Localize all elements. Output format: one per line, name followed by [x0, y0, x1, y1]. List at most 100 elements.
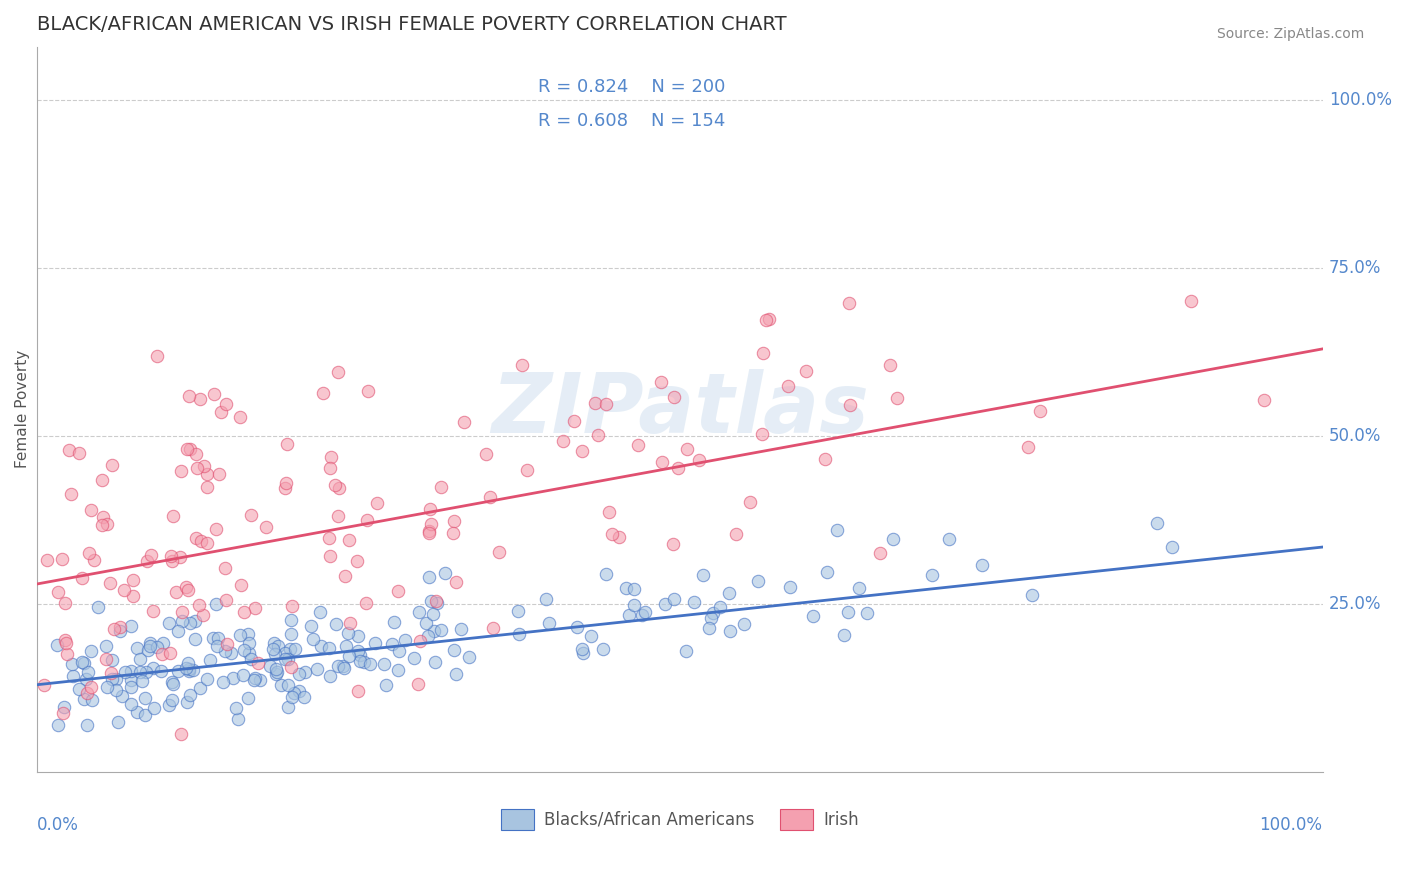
- Blacks/African Americans: [419, 594, 441, 608]
- Blacks/African Americans: [202, 631, 225, 645]
- Blacks/African Americans: [105, 672, 128, 686]
- Irish: [755, 313, 778, 327]
- Blacks/African Americans: [662, 591, 685, 606]
- Blacks/African Americans: [508, 604, 530, 618]
- Blacks/African Americans: [114, 665, 136, 679]
- Blacks/African Americans: [592, 641, 614, 656]
- Blacks/African Americans: [363, 635, 385, 649]
- Irish: [55, 648, 77, 662]
- Blacks/African Americans: [302, 632, 325, 646]
- Irish: [838, 295, 860, 310]
- Blacks/African Americans: [882, 532, 904, 546]
- Irish: [165, 585, 187, 599]
- Blacks/African Americans: [205, 597, 228, 611]
- Blacks/African Americans: [422, 607, 444, 621]
- Blacks/African Americans: [188, 681, 211, 696]
- Irish: [409, 634, 432, 648]
- Blacks/African Americans: [292, 690, 315, 704]
- Blacks/African Americans: [231, 667, 253, 681]
- Irish: [142, 604, 165, 618]
- Blacks/African Americans: [309, 639, 332, 653]
- Blacks/African Americans: [278, 641, 301, 656]
- Irish: [52, 706, 75, 720]
- Blacks/African Americans: [236, 627, 259, 641]
- Irish: [443, 514, 465, 528]
- Blacks/African Americans: [631, 607, 654, 622]
- Blacks/African Americans: [319, 669, 342, 683]
- Irish: [571, 444, 593, 458]
- Blacks/African Americans: [347, 644, 370, 658]
- Blacks/African Americans: [46, 638, 69, 652]
- Blacks/African Americans: [270, 678, 292, 692]
- Irish: [139, 549, 162, 563]
- Blacks/African Americans: [394, 633, 416, 648]
- Blacks/African Americans: [444, 667, 467, 681]
- Irish: [32, 678, 55, 692]
- Irish: [247, 656, 270, 670]
- Blacks/African Americans: [326, 659, 349, 673]
- Text: 0.0%: 0.0%: [37, 815, 79, 833]
- Irish: [474, 446, 496, 460]
- Irish: [725, 527, 748, 541]
- Blacks/African Americans: [430, 623, 453, 637]
- Irish: [160, 549, 183, 564]
- Blacks/African Americans: [120, 681, 142, 695]
- Irish: [280, 660, 302, 674]
- Blacks/African Americans: [747, 574, 769, 589]
- Blacks/African Americans: [359, 657, 381, 671]
- Irish: [96, 651, 118, 665]
- Irish: [195, 480, 218, 494]
- Irish: [162, 509, 184, 524]
- Irish: [814, 451, 837, 466]
- Irish: [650, 375, 672, 389]
- Irish: [453, 415, 475, 429]
- Irish: [598, 505, 620, 519]
- Irish: [79, 680, 101, 694]
- Blacks/African Americans: [170, 614, 193, 628]
- Blacks/African Americans: [623, 598, 645, 612]
- Blacks/African Americans: [567, 620, 589, 634]
- Irish: [869, 546, 891, 560]
- Blacks/African Americans: [450, 622, 472, 636]
- Irish: [146, 349, 169, 363]
- Blacks/African Americans: [179, 664, 201, 678]
- Legend: Blacks/African Americans, Irish: Blacks/African Americans, Irish: [495, 803, 865, 837]
- Irish: [188, 392, 211, 406]
- Irish: [35, 553, 58, 567]
- Irish: [443, 525, 465, 540]
- Irish: [204, 386, 226, 401]
- Irish: [179, 442, 201, 456]
- Irish: [67, 446, 90, 460]
- Irish: [239, 508, 262, 522]
- Blacks/African Americans: [238, 646, 260, 660]
- Blacks/African Americans: [280, 613, 302, 627]
- Blacks/African Americans: [508, 627, 530, 641]
- Blacks/African Americans: [184, 614, 207, 628]
- Irish: [886, 392, 908, 406]
- Blacks/African Americans: [273, 646, 295, 660]
- Blacks/African Americans: [848, 581, 870, 595]
- Blacks/African Americans: [139, 639, 162, 653]
- Blacks/African Americans: [259, 659, 281, 673]
- Irish: [188, 598, 211, 612]
- Blacks/African Americans: [142, 701, 165, 715]
- Blacks/African Americans: [1160, 541, 1182, 555]
- Blacks/African Americans: [718, 624, 741, 639]
- Blacks/African Americans: [211, 674, 233, 689]
- Irish: [186, 461, 208, 475]
- Blacks/African Americans: [149, 664, 172, 678]
- Text: 100.0%: 100.0%: [1329, 91, 1392, 110]
- Blacks/African Americans: [80, 693, 103, 707]
- Blacks/African Americans: [408, 605, 430, 619]
- Blacks/African Americans: [299, 618, 322, 632]
- Blacks/African Americans: [288, 684, 311, 698]
- Irish: [79, 546, 101, 560]
- Blacks/African Americans: [249, 673, 271, 688]
- Blacks/African Americans: [614, 581, 637, 595]
- Irish: [675, 442, 697, 456]
- Blacks/African Americans: [972, 558, 994, 573]
- Blacks/African Americans: [70, 655, 93, 669]
- Irish: [1253, 392, 1275, 407]
- Blacks/African Americans: [131, 673, 153, 688]
- Blacks/African Americans: [111, 689, 134, 703]
